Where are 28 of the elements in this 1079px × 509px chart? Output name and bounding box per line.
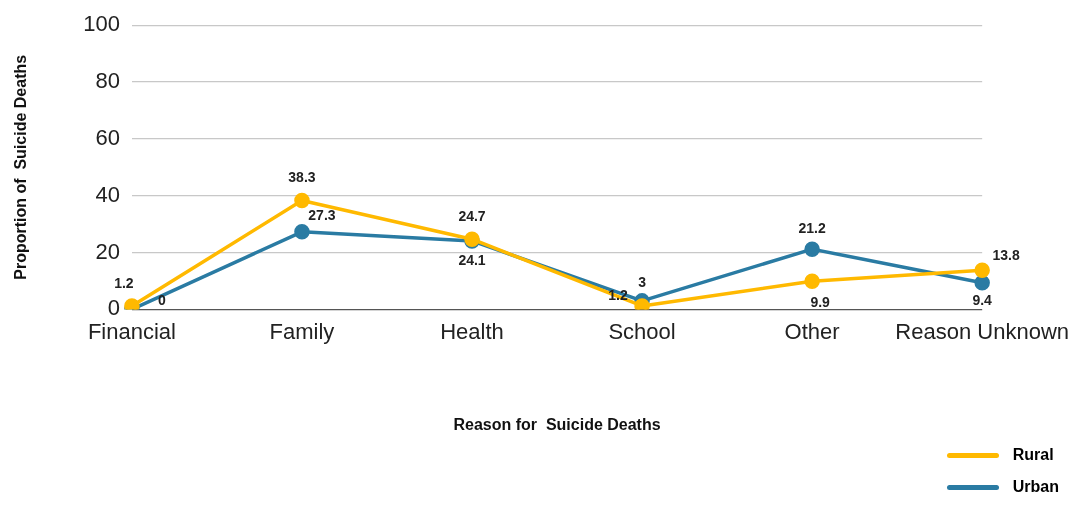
- y-axis-title: Proportion of Suicide Deaths: [12, 54, 30, 280]
- data-label: 1.2: [114, 274, 134, 291]
- y-tick-label: 80: [95, 68, 120, 94]
- y-tick-label: 0: [107, 295, 120, 321]
- x-tick-label: School: [608, 318, 676, 344]
- data-label: 1.2: [608, 286, 629, 303]
- data-label: 24.7: [458, 208, 486, 225]
- y-tick-label: 100: [83, 11, 120, 37]
- data-label: 13.8: [992, 247, 1021, 264]
- legend-label: Rural: [1012, 446, 1054, 464]
- x-axis-title: Reason for Suicide Deaths: [453, 415, 661, 433]
- data-label: 9.4: [972, 291, 993, 308]
- data-label: 3: [638, 273, 647, 290]
- x-tick-label: Financial: [87, 318, 176, 344]
- data-label: 27.3: [308, 206, 336, 223]
- y-tick-label: 20: [95, 238, 120, 264]
- y-tick-label: 60: [95, 124, 120, 150]
- legend-label: Urban: [1012, 478, 1059, 496]
- y-tick-label: 40: [95, 181, 120, 207]
- x-tick-label: Other: [784, 318, 840, 344]
- data-label: 9.9: [810, 294, 831, 311]
- data-label: 24.1: [458, 251, 486, 268]
- x-tick-label: Health: [440, 318, 504, 344]
- data-label: 38.3: [288, 169, 316, 186]
- data-label: 0: [158, 292, 167, 309]
- data-label: 21.2: [798, 220, 826, 237]
- x-tick-label: Reason Unknown: [895, 318, 1070, 344]
- x-tick-label: Family: [269, 318, 335, 344]
